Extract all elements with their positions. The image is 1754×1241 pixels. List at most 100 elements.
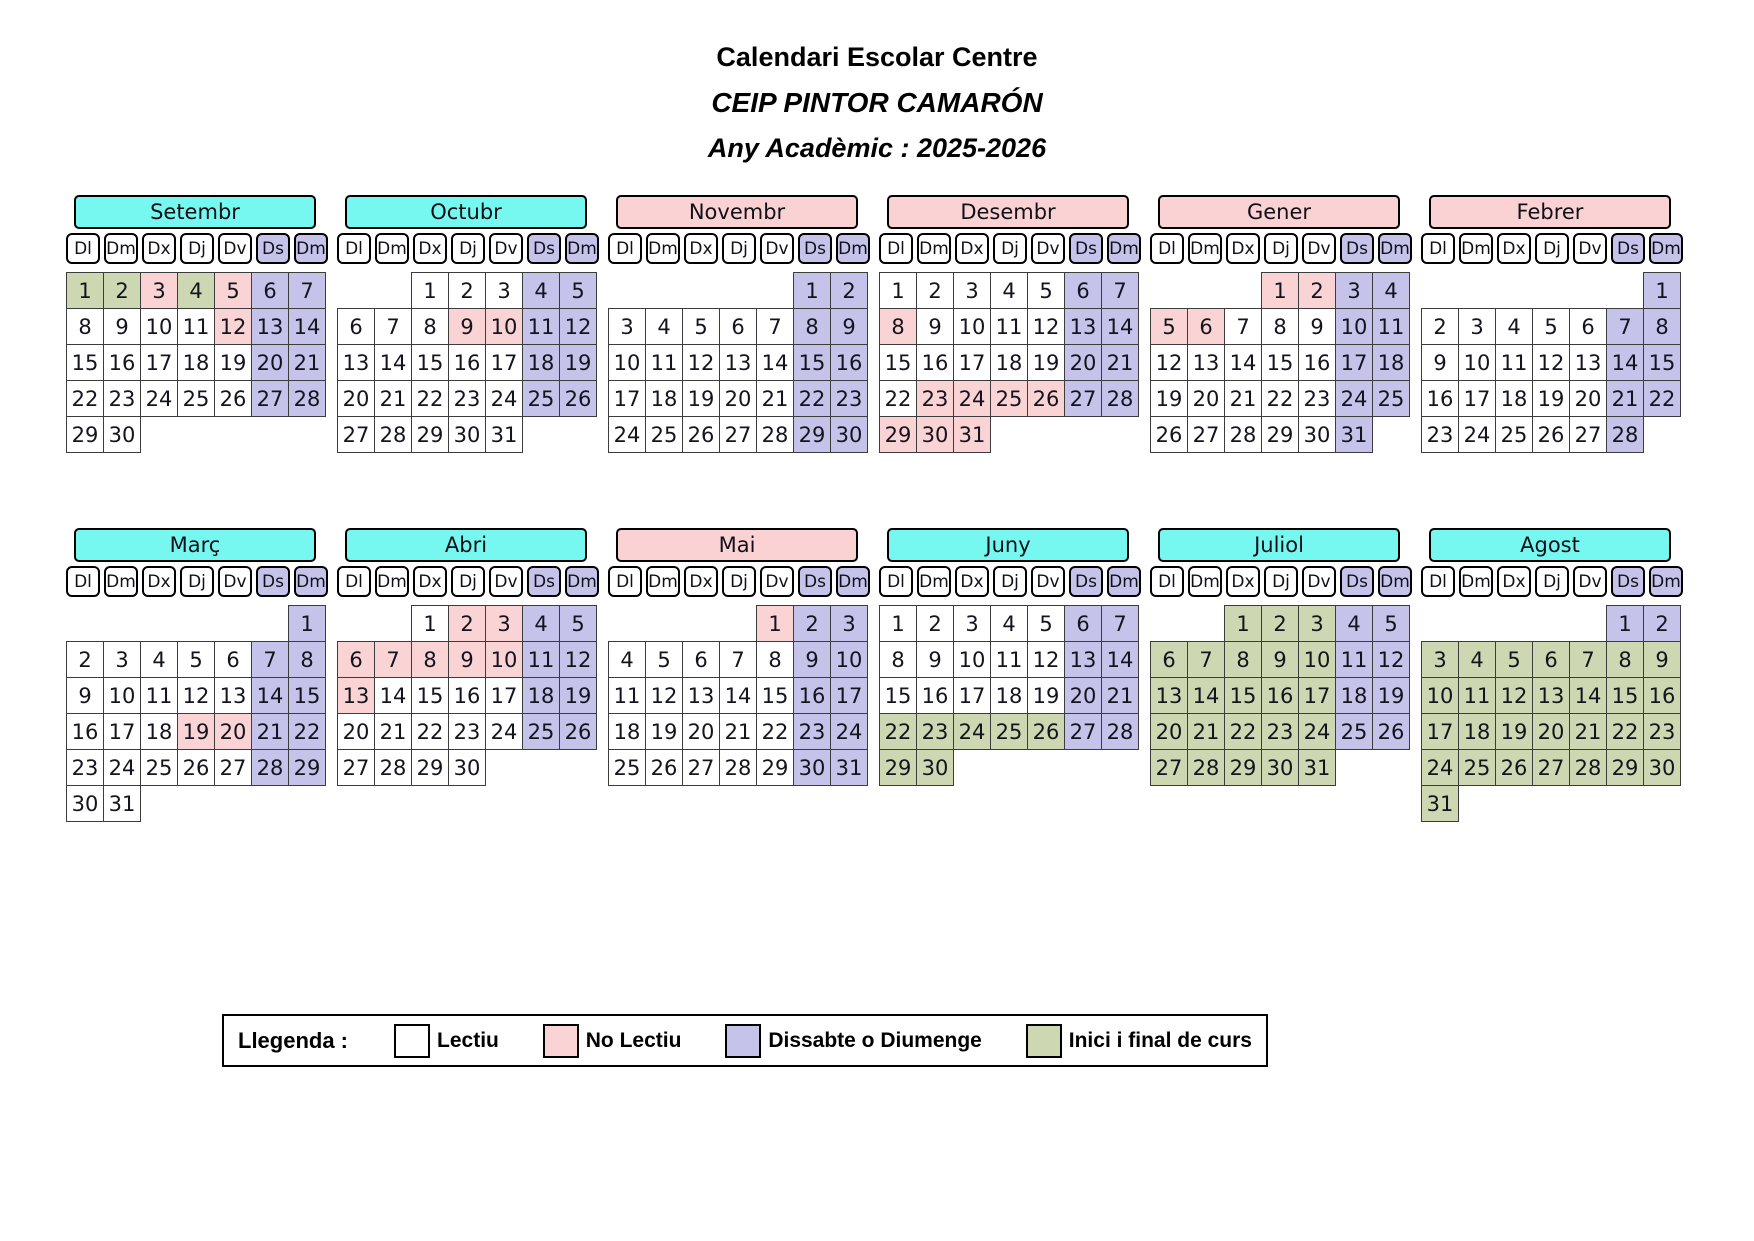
month-grid: 1 2 3 4 5 6 7 8 9 10 11 12 13 14 15 16 17 18 19 20 21 22 23 24 2… <box>66 272 332 453</box>
weekday-cell: Dm <box>375 233 409 264</box>
day-cell: 8 <box>1261 308 1299 345</box>
day-cell: 18 <box>645 380 683 417</box>
day-cell: 18 <box>522 344 560 381</box>
day-cell: 21 <box>374 380 412 417</box>
day-cell: 9 <box>916 308 954 345</box>
day-cell: 28 <box>374 416 412 453</box>
day-cell: 25 <box>177 380 215 417</box>
empty-cell <box>522 416 560 453</box>
week-row: 9 10 11 12 13 14 15 <box>1421 344 1687 381</box>
day-cell: 5 <box>214 272 252 309</box>
academic-year: Any Acadèmic : 2025-2026 <box>707 133 1047 163</box>
day-cell: 5 <box>1495 641 1533 678</box>
empty-cell <box>177 785 215 822</box>
day-cell: 21 <box>1101 344 1139 381</box>
day-cell: 18 <box>1372 344 1410 381</box>
day-cell: 28 <box>1606 416 1644 453</box>
day-cell: 1 <box>793 272 831 309</box>
weekday-cell: Ds <box>1340 566 1374 597</box>
page-title: Calendari Escolar Centre <box>716 42 1038 72</box>
weekday-cell: Dx <box>955 566 989 597</box>
weekday-cell: Dm <box>917 233 951 264</box>
weekday-cell: Dl <box>337 233 371 264</box>
week-row: 20 21 22 23 24 25 26 <box>1150 713 1416 750</box>
day-cell: 20 <box>251 344 289 381</box>
day-cell: 3 <box>1458 308 1496 345</box>
weekday-cell: Ds <box>1611 233 1645 264</box>
month-title: Febrer <box>1429 195 1671 229</box>
day-cell: 27 <box>682 749 720 786</box>
weekday-cell: Dl <box>1150 566 1184 597</box>
day-cell: 24 <box>1298 713 1336 750</box>
day-cell: 23 <box>830 380 868 417</box>
legend-item: Dissabte o Diumenge <box>725 1023 982 1058</box>
month-novembr: Novembr Dl Dm Dx Dj Dv Ds Dm 1 2 3 4 5 6 7 8 9 10 11 12 13 14… <box>608 195 874 453</box>
day-cell: 15 <box>411 344 449 381</box>
week-row: 5 6 7 8 9 10 11 <box>1150 308 1416 345</box>
day-cell: 17 <box>1458 380 1496 417</box>
empty-cell <box>1495 785 1533 822</box>
day-cell: 3 <box>1335 272 1373 309</box>
legend-label: Llegenda : <box>238 1027 349 1053</box>
weekday-cell: Dv <box>760 566 794 597</box>
day-cell: 26 <box>1027 380 1065 417</box>
day-cell: 20 <box>1064 677 1102 714</box>
weekday-cell: Dv <box>1031 566 1065 597</box>
day-cell: 16 <box>66 713 104 750</box>
weekday-cell: Dx <box>142 233 176 264</box>
day-cell: 18 <box>177 344 215 381</box>
day-cell: 9 <box>103 308 141 345</box>
weekday-cell: Dv <box>1302 566 1336 597</box>
week-row: 22 23 24 25 26 27 28 <box>66 380 332 417</box>
day-cell: 30 <box>1298 416 1336 453</box>
day-cell: 29 <box>411 749 449 786</box>
day-cell: 13 <box>1569 344 1607 381</box>
weekday-cell: Dx <box>1226 233 1260 264</box>
day-cell: 24 <box>1458 416 1496 453</box>
day-cell: 18 <box>990 677 1028 714</box>
week-row: 8 9 10 11 12 13 14 <box>879 641 1145 678</box>
day-cell: 24 <box>830 713 868 750</box>
day-cell: 6 <box>251 272 289 309</box>
day-cell: 13 <box>1187 344 1225 381</box>
day-cell: 27 <box>1187 416 1225 453</box>
day-cell: 18 <box>522 677 560 714</box>
day-cell: 13 <box>337 344 375 381</box>
day-cell: 9 <box>916 641 954 678</box>
empty-cell <box>990 416 1028 453</box>
day-cell: 18 <box>608 713 646 750</box>
day-cell: 20 <box>1064 344 1102 381</box>
day-cell: 2 <box>916 605 954 642</box>
day-cell: 27 <box>1064 713 1102 750</box>
day-cell: 20 <box>337 713 375 750</box>
day-cell: 9 <box>448 308 486 345</box>
lectiu-swatch <box>394 1023 431 1058</box>
month-grid: 1 2 3 4 5 6 7 8 9 10 11 12 13 14 15 16 17 18 19 20 21 22 23 24 2… <box>608 272 874 453</box>
empty-cell <box>103 605 141 642</box>
day-cell: 21 <box>374 713 412 750</box>
day-cell: 8 <box>1606 641 1644 678</box>
empty-cell <box>1064 749 1102 786</box>
day-cell: 6 <box>337 308 375 345</box>
day-cell: 6 <box>1532 641 1570 678</box>
legend-items: Lectiu No Lectiu Dissabte o Diumenge Inici … <box>394 1023 1252 1058</box>
day-cell: 16 <box>448 344 486 381</box>
day-cell: 12 <box>1532 344 1570 381</box>
empty-cell <box>1569 605 1607 642</box>
day-cell: 16 <box>1298 344 1336 381</box>
day-cell: 19 <box>1027 677 1065 714</box>
day-cell: 14 <box>1224 344 1262 381</box>
day-cell: 9 <box>1421 344 1459 381</box>
day-cell: 28 <box>1187 749 1225 786</box>
week-row: 16 17 18 19 20 21 22 <box>66 713 332 750</box>
empty-cell <box>719 605 757 642</box>
weekday-cell: Dx <box>955 233 989 264</box>
empty-cell <box>1224 272 1262 309</box>
week-row: 22 23 24 25 26 27 28 <box>879 713 1145 750</box>
day-cell: 12 <box>214 308 252 345</box>
weekday-cell: Dj <box>722 233 756 264</box>
week-row: 30 31 <box>66 785 332 822</box>
week-row: 18 19 20 21 22 23 24 <box>608 713 874 750</box>
weekday-cell: Dv <box>1573 566 1607 597</box>
